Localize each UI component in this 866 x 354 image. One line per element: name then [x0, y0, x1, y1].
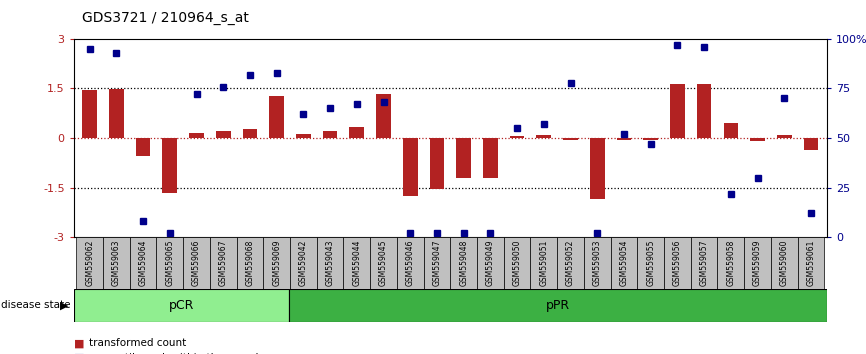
Bar: [74, 289, 289, 322]
Text: GSM559061: GSM559061: [806, 240, 816, 286]
Text: transformed count: transformed count: [89, 338, 186, 348]
Bar: [370, 237, 397, 289]
Bar: [477, 237, 504, 289]
Text: GDS3721 / 210964_s_at: GDS3721 / 210964_s_at: [82, 11, 249, 25]
Text: GSM559068: GSM559068: [245, 240, 255, 286]
Bar: [76, 237, 103, 289]
Text: GSM559044: GSM559044: [352, 240, 361, 286]
Text: GSM559048: GSM559048: [459, 240, 469, 286]
Text: GSM559069: GSM559069: [272, 240, 281, 286]
Bar: [216, 131, 230, 138]
Text: disease state: disease state: [1, 300, 70, 310]
Bar: [750, 138, 765, 141]
Bar: [637, 237, 664, 289]
Bar: [510, 136, 525, 138]
Bar: [611, 237, 637, 289]
Bar: [697, 84, 712, 138]
Bar: [483, 138, 498, 178]
Bar: [236, 237, 263, 289]
Text: GSM559059: GSM559059: [753, 240, 762, 286]
Text: GSM559045: GSM559045: [379, 240, 388, 286]
Bar: [183, 237, 210, 289]
Bar: [670, 84, 685, 138]
Bar: [777, 136, 792, 138]
Text: GSM559066: GSM559066: [192, 240, 201, 286]
Bar: [744, 237, 771, 289]
Text: GSM559058: GSM559058: [727, 240, 735, 286]
Text: ▶: ▶: [60, 300, 68, 310]
Text: GSM559042: GSM559042: [299, 240, 308, 286]
Bar: [804, 138, 818, 150]
Bar: [450, 237, 477, 289]
Bar: [242, 129, 257, 138]
Bar: [536, 136, 551, 138]
Bar: [584, 237, 611, 289]
Bar: [423, 237, 450, 289]
Text: ■: ■: [74, 353, 84, 354]
Text: GSM559055: GSM559055: [646, 240, 656, 286]
Text: GSM559053: GSM559053: [592, 240, 602, 286]
Bar: [403, 138, 417, 196]
Bar: [643, 138, 658, 140]
Bar: [210, 237, 236, 289]
Bar: [289, 289, 827, 322]
Bar: [269, 96, 284, 138]
Text: pPR: pPR: [546, 299, 570, 312]
Text: GSM559060: GSM559060: [779, 240, 789, 286]
Text: pCR: pCR: [169, 299, 194, 312]
Text: GSM559043: GSM559043: [326, 240, 334, 286]
Bar: [397, 237, 423, 289]
Text: GSM559057: GSM559057: [700, 240, 708, 286]
Bar: [456, 138, 471, 178]
Text: GSM559052: GSM559052: [566, 240, 575, 286]
Bar: [323, 131, 338, 138]
Text: GSM559051: GSM559051: [540, 240, 548, 286]
Bar: [664, 237, 691, 289]
Bar: [109, 89, 124, 138]
Bar: [344, 237, 370, 289]
Bar: [718, 237, 744, 289]
Bar: [563, 138, 578, 140]
Bar: [723, 123, 738, 138]
Bar: [296, 134, 311, 138]
Bar: [130, 237, 157, 289]
Bar: [103, 237, 130, 289]
Bar: [163, 138, 178, 193]
Bar: [617, 138, 631, 140]
Bar: [263, 237, 290, 289]
Text: GSM559050: GSM559050: [513, 240, 521, 286]
Bar: [798, 237, 824, 289]
Bar: [189, 133, 204, 138]
Text: GSM559054: GSM559054: [619, 240, 629, 286]
Bar: [376, 95, 391, 138]
Bar: [771, 237, 798, 289]
Bar: [82, 90, 97, 138]
Text: GSM559047: GSM559047: [432, 240, 442, 286]
Text: GSM559064: GSM559064: [139, 240, 147, 286]
Bar: [317, 237, 344, 289]
Bar: [531, 237, 557, 289]
Text: GSM559065: GSM559065: [165, 240, 174, 286]
Text: GSM559067: GSM559067: [219, 240, 228, 286]
Text: ■: ■: [74, 338, 84, 348]
Bar: [350, 127, 365, 138]
Bar: [691, 237, 718, 289]
Text: percentile rank within the sample: percentile rank within the sample: [89, 353, 265, 354]
Bar: [290, 237, 317, 289]
Bar: [157, 237, 183, 289]
Bar: [504, 237, 531, 289]
Bar: [590, 138, 604, 199]
Text: GSM559049: GSM559049: [486, 240, 494, 286]
Bar: [430, 138, 444, 189]
Text: GSM559056: GSM559056: [673, 240, 682, 286]
Text: GSM559063: GSM559063: [112, 240, 121, 286]
Text: GSM559046: GSM559046: [406, 240, 415, 286]
Bar: [136, 138, 151, 156]
Text: GSM559062: GSM559062: [85, 240, 94, 286]
Bar: [557, 237, 584, 289]
